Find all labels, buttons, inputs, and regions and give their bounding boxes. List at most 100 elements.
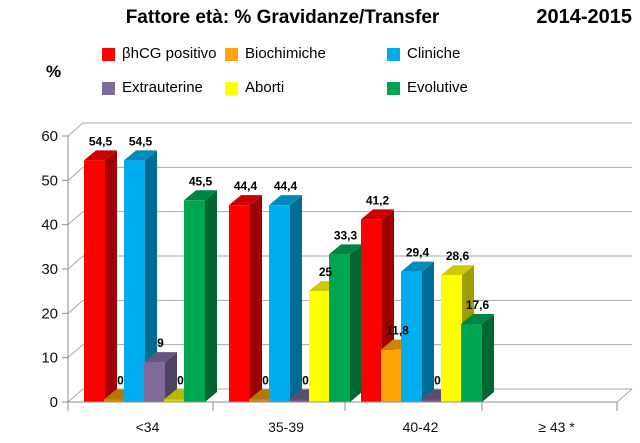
bar-front-face [441,275,462,402]
bar-front-face [401,271,422,402]
gridline-slant [67,299,84,314]
bar-evolutive-2 [461,313,494,402]
legend-item--hcg-positivo: βhCG positivo [102,46,225,62]
legend-swatch-icon [225,47,238,61]
gridline-slant [67,388,84,403]
bar-cliniche-1 [269,195,302,402]
bar-top-face [229,195,262,206]
bar-data-label: 0 [177,374,184,388]
y-tick-label: 20 [41,305,58,322]
bar-top-face [441,265,474,276]
bar-data-label: 0 [302,374,309,388]
bar-data-label: 44,4 [234,179,258,193]
bar-data-label: 45,5 [189,174,213,188]
bar-data-label: 0 [262,374,269,388]
bar-side-face [290,195,302,402]
y-tick-label: 30 [41,261,58,278]
legend-item-extrauterine: Extrauterine [102,80,225,96]
x-category-label: 35-39 [268,419,304,435]
y-axis-unit-label: % [46,62,62,81]
bar-front-face [461,323,482,402]
legend-swatch-icon [387,47,400,61]
bar-side-face [350,244,362,402]
bar-side-face [422,261,434,402]
bar-data-label: 54,5 [89,134,113,148]
bar-front-face [124,160,145,402]
legend-item-biochimiche: Biochimiche [225,46,387,62]
legend-label: Biochimiche [245,45,326,62]
bar-front-face [84,160,105,402]
x-category-label: ≥ 43 * [538,419,575,435]
bar-front-face [229,205,250,402]
bar-side-face [250,195,262,402]
bar-front-face [361,219,382,402]
bar-side-face [205,190,217,402]
bar-data-label: 0 [117,374,124,388]
bar-front-face [104,399,125,402]
legend-label: Evolutive [407,79,468,96]
bar-side-face [105,150,117,402]
bar-top-face [269,195,302,206]
bar-top-face [401,261,434,272]
legend-swatch-icon [225,81,238,95]
bar-top-face [461,313,494,324]
bar-front-face [309,291,330,402]
bar-data-label: 29,4 [406,246,430,260]
legend-swatch-icon [387,81,400,95]
bar-data-label: 17,6 [466,298,490,312]
legend-label: Extrauterine [122,79,203,96]
bar-data-label: 25 [319,265,333,279]
bar-front-face [164,399,185,402]
bar-front-face [249,399,270,402]
bar-top-face [184,190,217,201]
y-tick-label: 60 [41,128,58,145]
gridline-slant [67,211,84,226]
y-tick-label: 0 [50,394,58,411]
bar-top-face [329,244,362,255]
legend-label: Aborti [245,79,285,96]
bar-extrauterine-0 [144,352,177,402]
period-label: 2014-2015 [536,6,632,28]
bar--hcg-positivo-2 [361,209,394,402]
bar-data-label: 44,4 [274,179,298,193]
bar-front-face [144,362,165,402]
gridline-slant [67,344,84,359]
bar-data-label: 11,8 [386,324,409,338]
bar-top-face [124,150,157,161]
y-tick-label: 10 [41,350,58,367]
bar-top-face [84,150,117,161]
legend-item-aborti: Aborti [225,80,387,96]
legend-swatch-icon [102,81,115,95]
x-category-label: <34 [136,419,160,435]
legend-label: βhCG positivo [122,45,217,62]
x-category-label: 40-42 [403,419,439,435]
y-tick-label: 40 [41,217,58,234]
gridline-slant [67,255,84,270]
bar-top-face [144,352,177,363]
bar-cliniche-0 [124,150,157,402]
bar-evolutive-1 [329,244,362,402]
legend-item-cliniche: Cliniche [387,46,468,62]
chart-legend: βhCG positivo Biochimiche Cliniche Extraute… [102,46,468,114]
chart-title: Fattore età: % Gravidanze/Transfer [125,7,440,28]
bar--hcg-positivo-0 [84,150,117,402]
bar-top-face [361,209,394,220]
gridline-slant [67,166,84,181]
bar-cliniche-2 [401,261,434,402]
gridline-slant [67,122,84,137]
legend-label: Cliniche [407,45,461,62]
bar-side-face [165,352,177,402]
bar-front-face [421,399,442,402]
legend-item-evolutive: Evolutive [387,80,468,96]
bar-evolutive-0 [184,190,217,402]
bar-data-label: 54,5 [129,134,153,148]
bar-front-face [184,200,205,402]
bar-front-face [329,254,350,402]
bar-front-face [269,205,290,402]
bar-data-label: 41,2 [366,193,390,207]
bar-data-label: 9 [157,336,164,350]
legend-swatch-icon [102,47,115,61]
y-tick-label: 50 [41,172,58,189]
